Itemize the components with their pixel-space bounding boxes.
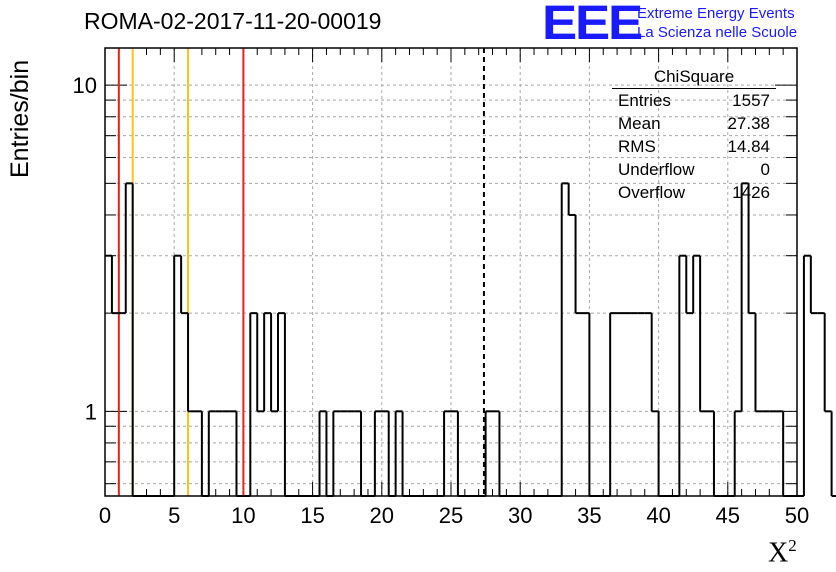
marker-lines [117, 48, 485, 496]
stat-row-underflow: Underflow 0 [612, 158, 776, 181]
x-axis-label-base: X [768, 537, 789, 569]
stat-row-overflow: Overflow 1426 [612, 181, 776, 204]
y-axis-label: Entries/bin [6, 59, 34, 178]
x-tick-label: 0 [99, 503, 111, 528]
tick-labels: 0 5 10 15 20 25 30 35 40 45 50 1 10 [73, 73, 810, 528]
x-tick-label: 20 [370, 503, 394, 528]
x-tick-label: 5 [168, 503, 180, 528]
y-tick-label: 1 [85, 399, 97, 424]
stats-title: ChiSquare [612, 66, 776, 89]
x-tick-label: 40 [646, 503, 670, 528]
x-axis-label-superscript: 2 [788, 536, 797, 555]
chart-title: ROMA-02-2017-11-20-00019 [84, 8, 382, 34]
stat-row-rms: RMS 14.84 [612, 135, 776, 158]
stat-row-entries: Entries 1557 [612, 89, 776, 112]
stat-value: 1557 [732, 91, 770, 110]
logo-line-2: La Scienza nelle Scuole [637, 24, 798, 41]
stat-key: Underflow [618, 160, 695, 179]
x-tick-label: 25 [439, 503, 463, 528]
stat-value: 0 [760, 160, 770, 179]
histogram-bins [105, 182, 836, 497]
stat-key: RMS [618, 137, 656, 156]
stat-key: Entries [618, 91, 671, 110]
eee-logo: EEE [542, 0, 643, 50]
stats-box: ChiSquare Entries 1557 Mean 27.38 RMS 14… [612, 66, 776, 204]
stat-value: 27.38 [727, 114, 770, 133]
x-tick-label: 45 [716, 503, 740, 528]
x-tick-label: 35 [577, 503, 601, 528]
x-tick-label: 10 [231, 503, 255, 528]
stat-row-mean: Mean 27.38 [612, 112, 776, 135]
plot-frame [104, 47, 798, 497]
x-tick-label: 50 [785, 503, 809, 528]
stat-value: 1426 [732, 183, 770, 202]
x-axis-label: X2 [768, 536, 797, 569]
x-tick-label: 15 [300, 503, 324, 528]
logo-line-1: Extreme Energy Events [637, 5, 795, 22]
y-tick-label: 10 [73, 73, 97, 98]
stat-key: Mean [618, 114, 661, 133]
stat-value: 14.84 [727, 137, 770, 156]
stat-key: Overflow [618, 183, 686, 202]
x-tick-label: 30 [508, 503, 532, 528]
